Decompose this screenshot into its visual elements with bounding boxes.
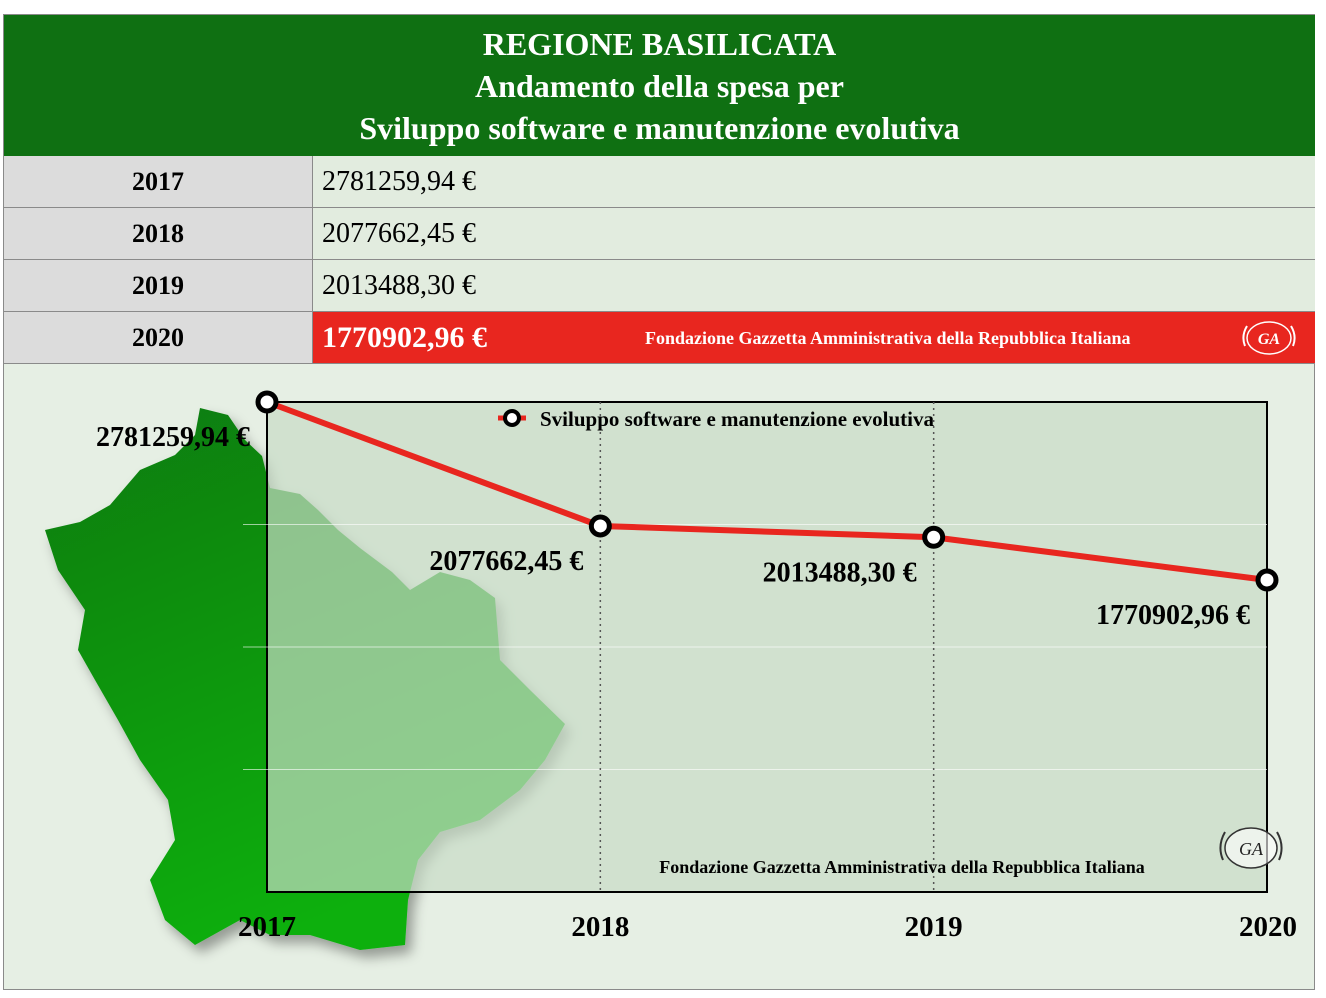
subtitle-line-1: Andamento della spesa per bbox=[475, 68, 844, 104]
data-point bbox=[255, 390, 279, 414]
value-cell-highlight: 1770902,96 € Fondazione Gazzetta Amminis… bbox=[313, 312, 1315, 363]
x-tick-label: 2019 bbox=[905, 911, 963, 943]
ga-seal-icon: GA bbox=[1242, 321, 1296, 355]
subtitle-line-2: Sviluppo software e manutenzione evoluti… bbox=[359, 110, 960, 146]
svg-text:GA: GA bbox=[1239, 839, 1264, 859]
data-point bbox=[922, 525, 946, 549]
series-line bbox=[265, 399, 1268, 583]
x-tick-label: 2020 bbox=[1239, 911, 1297, 943]
year-cell: 2017 bbox=[4, 156, 313, 207]
table-row: 2018 2077662,45 € bbox=[4, 208, 1315, 260]
data-label: 2781259,94 € bbox=[96, 422, 250, 453]
series-layer bbox=[265, 399, 1268, 583]
table-row: 2019 2013488,30 € bbox=[4, 260, 1315, 312]
grid-lines bbox=[243, 402, 1267, 892]
data-point bbox=[588, 514, 612, 538]
chart-watermark: Fondazione Gazzetta Amministrativa della… bbox=[659, 857, 1145, 877]
header-banner: REGIONE BASILICATA Andamento della spesa… bbox=[4, 15, 1315, 156]
x-tick-label: 2017 bbox=[238, 911, 296, 943]
data-label: 2013488,30 € bbox=[763, 557, 917, 588]
value-cell: 2013488,30 € bbox=[313, 260, 1315, 311]
svg-text:GA: GA bbox=[1258, 331, 1281, 348]
table-row: 2017 2781259,94 € bbox=[4, 156, 1315, 208]
data-label: 1770902,96 € bbox=[1096, 600, 1250, 631]
x-tick-label: 2018 bbox=[571, 911, 629, 943]
highlight-value: 1770902,96 € bbox=[322, 321, 487, 354]
data-labels-layer: 2781259,94 € 2077662,45 € 2013488,30 € 1770… bbox=[96, 422, 1250, 631]
data-label: 2077662,45 € bbox=[429, 546, 583, 577]
x-ticks-layer: 2017 2018 2019 2020 bbox=[238, 911, 1297, 943]
value-cell: 2077662,45 € bbox=[313, 208, 1315, 259]
year-cell: 2020 bbox=[4, 312, 313, 363]
legend-label: Sviluppo software e manutenzione evoluti… bbox=[540, 407, 934, 431]
year-cell: 2018 bbox=[4, 208, 313, 259]
points-layer bbox=[255, 390, 1279, 592]
foundation-name: Fondazione Gazzetta Amministrativa della… bbox=[645, 328, 1131, 348]
value-cell: 2781259,94 € bbox=[313, 156, 1315, 207]
region-title: REGIONE BASILICATA bbox=[482, 26, 837, 62]
legend-marker bbox=[503, 409, 521, 427]
table-row-highlight: 2020 1770902,96 € Fondazione Gazzetta Am… bbox=[4, 312, 1315, 364]
ga-seal-icon: GA bbox=[1219, 827, 1283, 869]
legend: Sviluppo software e manutenzione evoluti… bbox=[498, 407, 934, 431]
year-cell: 2019 bbox=[4, 260, 313, 311]
data-point bbox=[1255, 568, 1279, 592]
